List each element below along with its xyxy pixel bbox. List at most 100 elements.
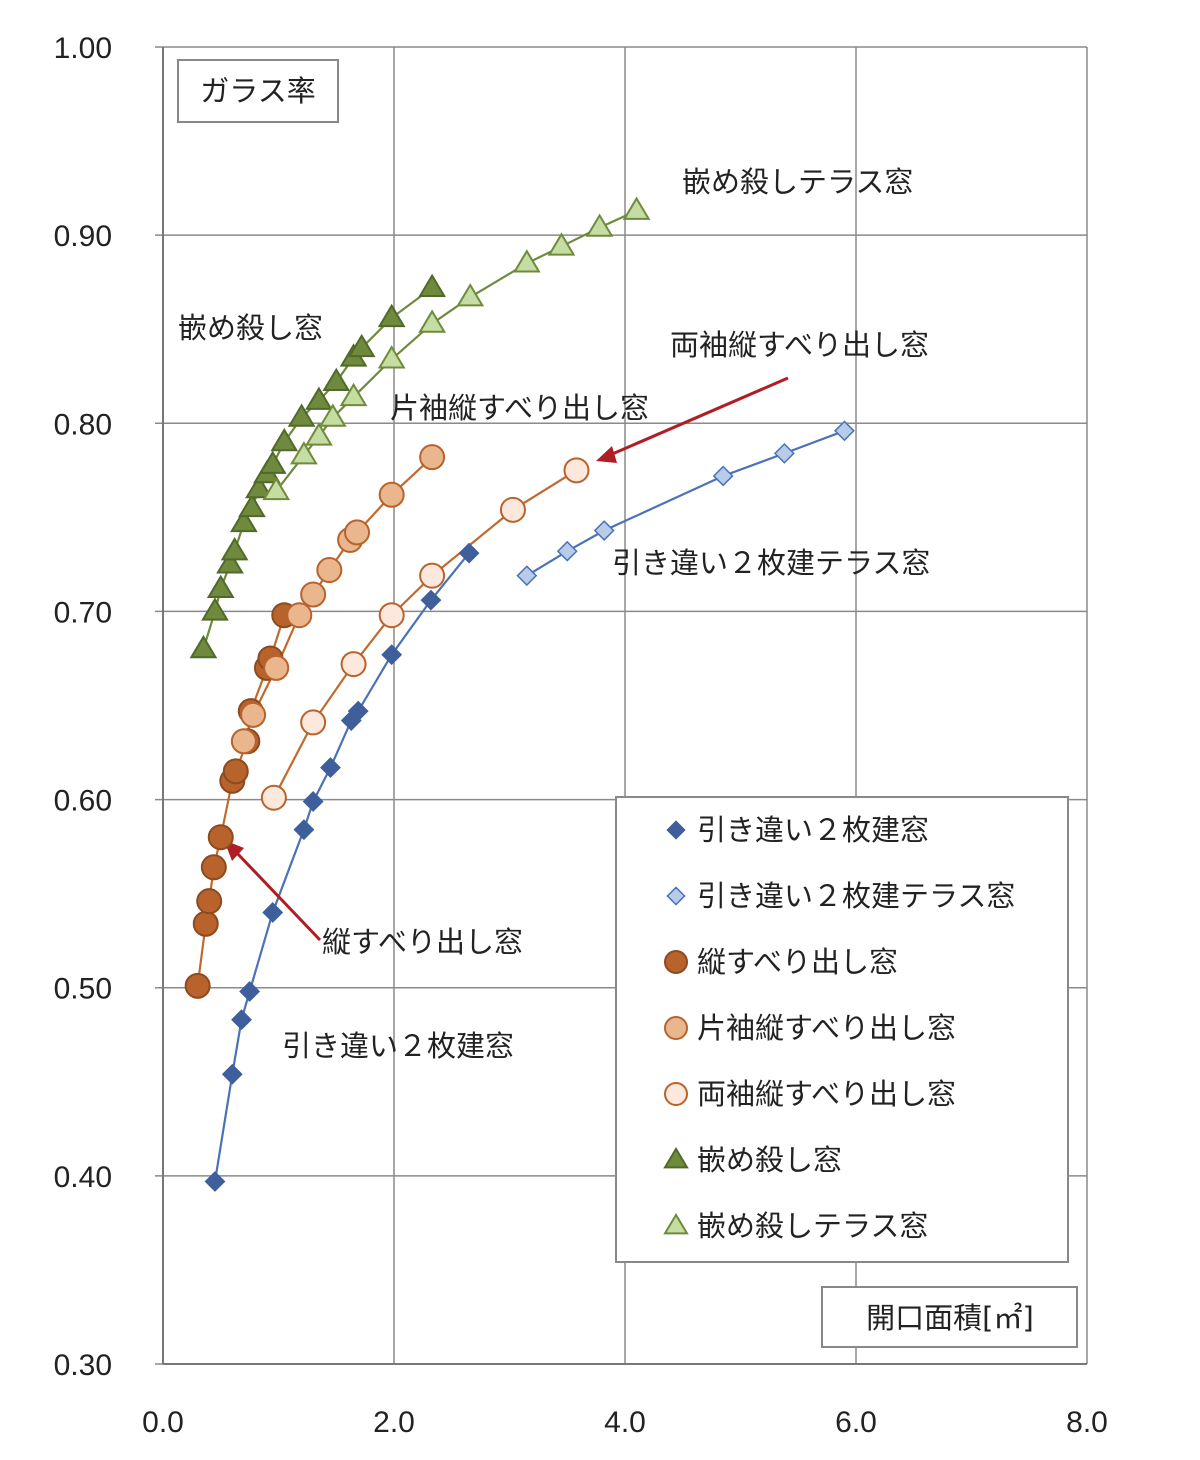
point-0-3 <box>239 981 261 1002</box>
point-2-0 <box>184 972 211 999</box>
x-axis-label-box: 開口面積[㎡] <box>821 1286 1078 1348</box>
point-4-5 <box>499 496 526 523</box>
point-3-3 <box>286 602 313 629</box>
point-0-6 <box>302 791 324 812</box>
point-2-6 <box>222 758 249 785</box>
point-6-11 <box>622 196 651 220</box>
point-4-1 <box>300 709 327 736</box>
point-1-5 <box>834 420 855 442</box>
point-2-4 <box>207 824 234 851</box>
x-tick-label-0: 0.0 <box>142 1406 184 1439</box>
legend-marker-3 <box>664 1016 688 1040</box>
point-4-3 <box>378 602 405 629</box>
point-6-8 <box>512 249 541 273</box>
point-3-0 <box>230 728 257 755</box>
legend-label-4: 両袖縦すべり出し窓 <box>697 1077 956 1111</box>
arrow-double-casement <box>609 376 789 457</box>
point-1-0 <box>516 565 538 587</box>
y-tick-label-7: 1.00 <box>54 32 112 65</box>
y-axis-label-box: ガラス率 <box>177 59 339 123</box>
point-3-1 <box>240 701 267 728</box>
x-tick-label-1: 2.0 <box>373 1406 415 1439</box>
point-0-9 <box>347 700 369 722</box>
point-4-4 <box>419 562 446 589</box>
curve-annotations: 嵌め殺しテラス窓 嵌め殺し窓 両袖縦すべり出し窓 片袖縦すべり出し窓 引き違い２… <box>178 165 930 1063</box>
y-tick-label-5: 0.80 <box>54 408 112 441</box>
point-5-12 <box>305 386 333 410</box>
x-tick-label-4: 8.0 <box>1066 1406 1108 1439</box>
series-line-1 <box>526 429 845 577</box>
point-5-4 <box>220 537 249 561</box>
tick-labels: 0.30 0.40 0.50 0.60 0.70 0.80 0.90 1.00 0.0 2.0 4.… <box>54 32 1108 1439</box>
legend-label-0: 引き違い２枚建窓 <box>697 813 929 847</box>
legend-marker-6 <box>663 1212 689 1235</box>
point-5-13 <box>322 367 351 392</box>
point-3-4 <box>300 581 327 608</box>
point-5-2 <box>206 574 235 598</box>
point-5-3 <box>216 550 244 574</box>
point-5-11 <box>287 403 316 427</box>
series-line-4 <box>272 469 578 799</box>
legend: 引き違い２枚建窓引き違い２枚建テラス窓縦すべり出し窓片袖縦すべり出し窓両袖縦すべ… <box>615 796 1069 1263</box>
point-6-4 <box>339 382 368 407</box>
point-3-2 <box>263 654 290 681</box>
series-markers <box>184 196 855 1192</box>
legend-marker-0 <box>666 820 686 840</box>
x-tick-label-3: 6.0 <box>835 1406 877 1439</box>
point-5-15 <box>347 333 376 358</box>
point-6-2 <box>305 422 333 446</box>
legend-label-6: 嵌め殺しテラス窓 <box>697 1209 928 1243</box>
annotation-double-casement: 両袖縦すべり出し窓 <box>670 328 929 362</box>
point-0-1 <box>221 1063 243 1085</box>
point-1-3 <box>712 465 734 487</box>
point-6-7 <box>456 283 485 307</box>
point-4-0 <box>260 784 287 811</box>
point-4-2 <box>340 651 367 678</box>
point-5-0 <box>189 634 218 659</box>
point-5-17 <box>418 273 446 297</box>
point-0-2 <box>231 1009 252 1031</box>
point-6-0 <box>262 476 291 501</box>
point-0-7 <box>320 757 341 779</box>
point-6-1 <box>290 441 318 465</box>
point-0-5 <box>293 819 315 841</box>
point-6-9 <box>547 232 576 256</box>
legend-label-1: 引き違い２枚建テラス窓 <box>697 879 1015 913</box>
arrow-casement <box>234 850 322 942</box>
legend-marker-1 <box>666 886 686 906</box>
point-5-5 <box>229 508 258 533</box>
point-6-6 <box>418 309 446 333</box>
point-6-5 <box>377 345 406 369</box>
arrow-head-double-casement <box>596 446 617 463</box>
point-2-2 <box>196 888 223 915</box>
point-0-11 <box>420 589 442 611</box>
annotation-fix: 嵌め殺し窓 <box>178 311 323 345</box>
y-tick-label-3: 0.60 <box>54 785 112 818</box>
point-3-9 <box>419 444 446 471</box>
y-tick-label-2: 0.50 <box>54 973 112 1006</box>
point-0-0 <box>204 1171 226 1192</box>
point-5-16 <box>377 303 406 328</box>
legend-label-2: 縦すべり出し窓 <box>697 945 898 979</box>
annotation-fix-terrace: 嵌め殺しテラス窓 <box>682 165 913 199</box>
point-5-9 <box>258 450 287 474</box>
annotation-sliding: 引き違い２枚建窓 <box>282 1029 514 1063</box>
point-3-8 <box>378 481 405 508</box>
point-1-4 <box>773 442 795 464</box>
annotation-single-casement: 片袖縦すべり出し窓 <box>390 391 649 425</box>
legend-label-3: 片袖縦すべり出し窓 <box>697 1011 956 1045</box>
series-line-6 <box>275 209 638 492</box>
point-1-1 <box>556 540 578 562</box>
series-line-3 <box>242 456 433 742</box>
y-tick-label-1: 0.40 <box>54 1161 112 1194</box>
legend-label-5: 嵌め殺し窓 <box>697 1143 842 1177</box>
point-3-5 <box>316 557 343 584</box>
point-0-10 <box>381 644 403 666</box>
legend-marker-5 <box>663 1146 689 1169</box>
point-3-7 <box>344 519 371 546</box>
x-axis-label: 開口面積[㎡] <box>866 1301 1034 1335</box>
point-4-6 <box>563 457 590 484</box>
point-5-7 <box>245 474 273 499</box>
annotation-sliding-terrace: 引き違い２枚建テラス窓 <box>612 546 930 580</box>
